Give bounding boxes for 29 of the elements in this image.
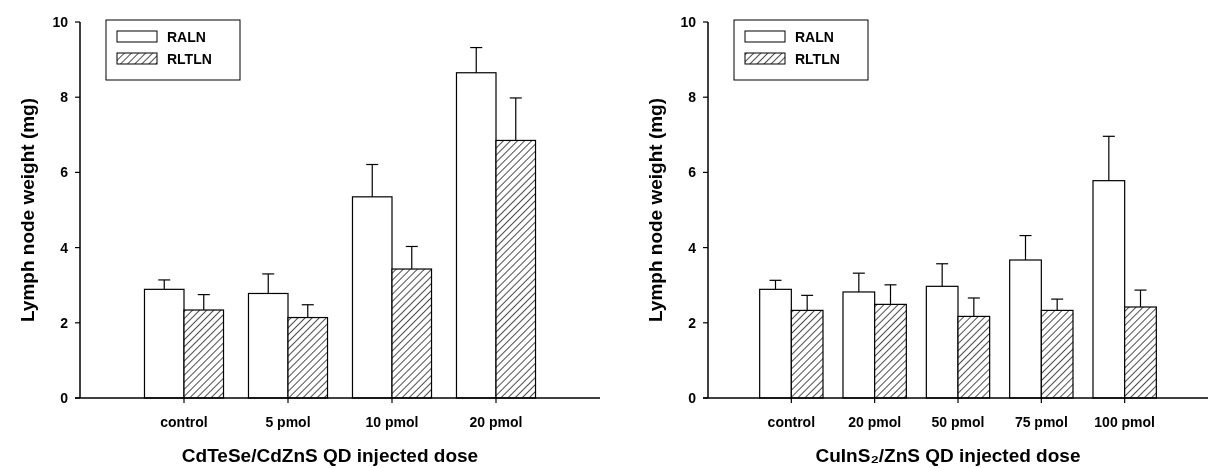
legend-label: RALN — [167, 28, 206, 45]
y-tick-label: 2 — [60, 314, 69, 331]
x-tick-label: control — [160, 414, 208, 430]
y-tick-label: 8 — [688, 89, 697, 106]
x-tick-label: 20 pmol — [848, 414, 902, 430]
y-tick-label: 0 — [60, 389, 69, 406]
y-tick-label: 4 — [60, 239, 69, 256]
y-axis-title: Lymph node weight (mg) — [17, 97, 38, 323]
y-tick-label: 6 — [688, 164, 697, 181]
x-tick-label: 20 pmol — [469, 414, 523, 430]
y-tick-label: 10 — [680, 13, 697, 30]
y-tick-label: 10 — [52, 13, 69, 30]
y-tick-label: 4 — [688, 239, 697, 256]
legend-label: RLTLN — [795, 50, 840, 67]
legend-label: RALN — [795, 28, 834, 45]
y-tick-label: 2 — [688, 314, 697, 331]
y-tick-label: 6 — [60, 164, 69, 181]
legend-label: RLTLN — [167, 50, 212, 67]
x-tick-label: 50 pmol — [931, 414, 985, 430]
x-axis-title: CuInS₂/ZnS QD injected dose — [815, 445, 1081, 466]
x-tick-label: 10 pmol — [365, 414, 419, 430]
x-tick-label: 75 pmol — [1014, 414, 1068, 430]
x-tick-label: 100 pmol — [1094, 414, 1156, 430]
x-tick-label: 5 pmol — [265, 414, 311, 430]
y-axis-title: Lymph node weight (mg) — [645, 97, 666, 323]
x-axis-title: CdTeSe/CdZnS QD injected dose — [181, 445, 479, 466]
y-tick-label: 0 — [688, 389, 697, 406]
y-tick-label: 8 — [60, 89, 69, 106]
x-tick-label: control — [767, 414, 816, 430]
